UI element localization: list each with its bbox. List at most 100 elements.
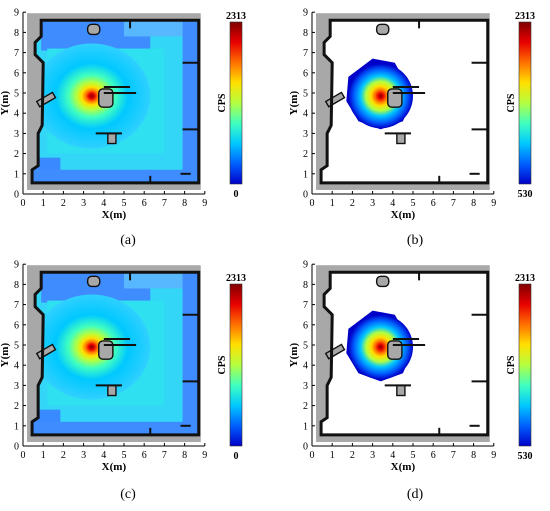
y-tick-label: 0: [14, 442, 19, 453]
y-tick-label: 0: [14, 190, 19, 201]
colorbar: [518, 21, 532, 185]
x-tick-label: 9: [202, 198, 207, 209]
x-tick-label: 5: [411, 450, 416, 461]
y-tick-label: 4: [303, 109, 308, 120]
y-tick-label: 3: [14, 129, 19, 140]
x-tick-label: 3: [81, 450, 86, 461]
source-hotspot: [33, 43, 151, 149]
x-tick-label: 2: [350, 450, 355, 461]
x-tick-label: 0: [21, 198, 26, 209]
x-axis-label: X(m): [102, 461, 127, 473]
x-tick-label: 5: [122, 450, 127, 461]
y-tick-label: 3: [303, 381, 308, 392]
room-wall: [30, 18, 201, 185]
obstacle: [387, 88, 403, 108]
obstacle: [396, 132, 406, 145]
x-tick-label: 8: [471, 450, 476, 461]
x-tick-label: 3: [370, 450, 375, 461]
x-tick-label: 6: [431, 198, 436, 209]
y-tick-label: 4: [303, 361, 308, 372]
y-tick-label: 3: [14, 381, 19, 392]
colorbar: [518, 283, 532, 447]
panel-label: (b): [407, 233, 424, 248]
x-tick-label: 6: [142, 198, 147, 209]
x-tick-label: 0: [310, 198, 315, 209]
y-tick-label: 2: [14, 149, 19, 160]
y-tick-label: 3: [303, 129, 308, 140]
colorbar-max-label: 2313: [226, 11, 246, 22]
x-tick-label: 0: [21, 450, 26, 461]
y-tick-label: 1: [303, 421, 308, 432]
obstacle: [86, 23, 101, 36]
y-tick-label: 8: [303, 28, 308, 39]
colorbar: [229, 21, 243, 185]
y-tick-label: 9: [14, 260, 19, 271]
obstacle: [375, 275, 390, 288]
colorbar-min-label: 530: [518, 189, 533, 200]
colorbar-min-label: 0: [234, 189, 239, 200]
intensity-field: [346, 58, 413, 130]
colorbar-label: CPS: [506, 355, 517, 374]
x-tick-label: 0: [310, 450, 315, 461]
colorbar-label: CPS: [217, 355, 228, 374]
y-tick-label: 5: [14, 341, 19, 352]
room-wall: [30, 270, 201, 437]
panel-b: 0 1 2 3 4 5 6 7 8 9 0 1 2 3 4 5 6 7 8 9 X(m) Y(m) 2313 530 CPS (b…: [288, 8, 535, 248]
x-tick-label: 7: [451, 198, 456, 209]
y-tick-label: 9: [303, 8, 308, 19]
x-tick-label: 7: [451, 450, 456, 461]
y-tick-label: 0: [303, 442, 308, 453]
y-tick-label: 4: [14, 361, 19, 372]
x-tick-label: 2: [61, 450, 66, 461]
panel-d: 0 1 2 3 4 5 6 7 8 9 0 1 2 3 4 5 6 7 8 9 X(m) Y(m) 2313 530 CPS (d…: [288, 260, 535, 502]
x-tick-label: 9: [491, 450, 496, 461]
x-axis-label: X(m): [391, 209, 416, 221]
colorbar-min-label: 0: [234, 451, 239, 462]
x-tick-label: 8: [182, 198, 187, 209]
x-tick-label: 5: [122, 198, 127, 209]
y-tick-label: 9: [14, 8, 19, 19]
obstacle: [396, 384, 406, 397]
x-tick-label: 8: [182, 450, 187, 461]
source-hotspot: [348, 314, 413, 380]
y-axis-label: Y(m): [288, 91, 300, 116]
y-tick-label: 8: [14, 280, 19, 291]
y-tick-label: 8: [303, 280, 308, 291]
obstacle: [375, 23, 390, 36]
y-tick-label: 8: [14, 28, 19, 39]
y-tick-label: 5: [303, 341, 308, 352]
y-axis-label: Y(m): [0, 343, 11, 368]
x-tick-label: 9: [202, 450, 207, 461]
y-tick-label: 2: [14, 401, 19, 412]
y-tick-label: 5: [14, 89, 19, 100]
colorbar-label: CPS: [506, 93, 517, 112]
x-tick-label: 2: [61, 198, 66, 209]
panel-label: (d): [407, 487, 424, 502]
obstacle: [107, 132, 117, 145]
x-tick-label: 7: [162, 450, 167, 461]
colorbar-max-label: 2313: [515, 11, 535, 22]
obstacle: [98, 88, 114, 108]
intensity-field: [32, 20, 199, 183]
colorbar-max-label: 2313: [515, 273, 535, 284]
y-tick-label: 7: [14, 300, 19, 311]
source-hotspot: [33, 294, 151, 400]
y-tick-label: 2: [303, 149, 308, 160]
y-tick-label: 7: [303, 300, 308, 311]
y-tick-label: 1: [14, 169, 19, 180]
y-tick-label: 9: [303, 260, 308, 271]
y-tick-label: 6: [303, 68, 308, 79]
panel-label: (c): [120, 487, 136, 502]
intensity-field: [346, 310, 413, 382]
y-tick-label: 6: [14, 68, 19, 79]
room-wall: [319, 270, 490, 437]
panel-label: (a): [120, 233, 136, 248]
colorbar: [229, 283, 243, 447]
y-tick-label: 4: [14, 109, 19, 120]
obstacle: [387, 340, 403, 360]
x-tick-label: 4: [390, 450, 395, 461]
x-tick-label: 9: [491, 198, 496, 209]
y-tick-label: 7: [303, 48, 308, 59]
x-tick-label: 5: [411, 198, 416, 209]
